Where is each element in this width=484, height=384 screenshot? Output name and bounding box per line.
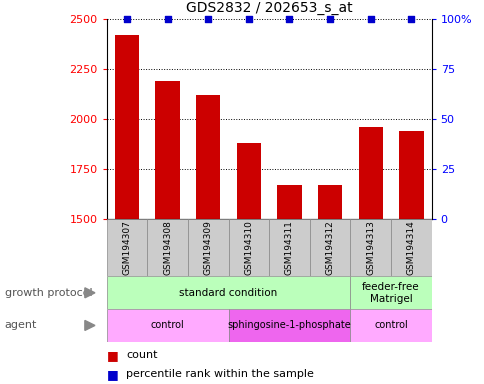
Bar: [277, 185, 301, 384]
Text: GSM194314: GSM194314: [406, 220, 415, 275]
Bar: [358, 127, 382, 384]
Text: GSM194307: GSM194307: [122, 220, 131, 275]
Bar: [236, 143, 260, 384]
Text: GSM194310: GSM194310: [244, 220, 253, 275]
Bar: [188, 219, 228, 276]
Bar: [318, 185, 342, 384]
Bar: [390, 219, 431, 276]
Point: [123, 16, 131, 22]
Bar: [269, 219, 309, 276]
Text: feeder-free
Matrigel: feeder-free Matrigel: [362, 282, 419, 304]
Text: control: control: [373, 320, 407, 331]
Text: GSM194309: GSM194309: [203, 220, 212, 275]
Text: GSM194312: GSM194312: [325, 220, 334, 275]
Point: [285, 16, 293, 22]
Bar: [147, 219, 188, 276]
Text: count: count: [126, 350, 157, 360]
Title: GDS2832 / 202653_s_at: GDS2832 / 202653_s_at: [185, 2, 352, 15]
Point: [326, 16, 333, 22]
Text: growth protocol: growth protocol: [5, 288, 92, 298]
Text: percentile rank within the sample: percentile rank within the sample: [126, 369, 313, 379]
Bar: [349, 219, 390, 276]
Text: GSM194311: GSM194311: [285, 220, 293, 275]
Point: [204, 16, 212, 22]
Bar: [398, 131, 423, 384]
Point: [407, 16, 414, 22]
Text: ■: ■: [106, 368, 118, 381]
Text: ■: ■: [106, 349, 118, 362]
Bar: [228, 309, 349, 342]
Bar: [106, 309, 228, 342]
Text: agent: agent: [5, 320, 37, 331]
Bar: [228, 219, 269, 276]
Bar: [115, 35, 139, 384]
Text: sphingosine-1-phosphate: sphingosine-1-phosphate: [227, 320, 350, 331]
Point: [366, 16, 374, 22]
Bar: [155, 81, 180, 384]
Bar: [106, 276, 349, 309]
Text: standard condition: standard condition: [179, 288, 277, 298]
Text: GSM194313: GSM194313: [365, 220, 375, 275]
Point: [244, 16, 252, 22]
Text: control: control: [151, 320, 184, 331]
Bar: [309, 219, 349, 276]
Bar: [349, 276, 431, 309]
Polygon shape: [85, 288, 95, 298]
Point: [164, 16, 171, 22]
Bar: [106, 219, 147, 276]
Bar: [196, 95, 220, 384]
Polygon shape: [85, 320, 95, 330]
Text: GSM194308: GSM194308: [163, 220, 172, 275]
Bar: [349, 309, 431, 342]
